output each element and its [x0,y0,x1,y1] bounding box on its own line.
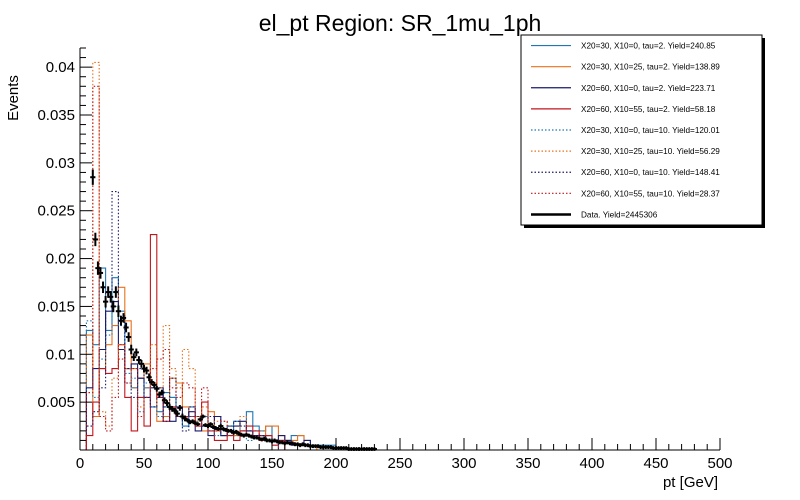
y-tick-label: 0.025 [37,203,75,220]
legend: X20=30, X10=0, tau=2. Yield=240.85 X20=30… [520,34,765,228]
x-tick-label: 100 [195,455,220,472]
y-tick-label: 0.005 [37,394,75,411]
y-tick-label: 0.015 [37,298,75,315]
legend-entry-x20-60-x10-0-tau-2-yield-223-71: X20=60, X10=0, tau=2. Yield=223.71 [581,84,716,93]
y-tick-label: 0.02 [46,251,75,268]
legend-entry-x20-30-x10-25-tau-2-yield-138-89: X20=30, X10=25, tau=2. Yield=138.89 [581,63,720,72]
y-tick-label: 0.035 [37,107,75,124]
data-layer [85,61,377,451]
y-axis-label: Events [5,75,22,121]
legend-entry-x20-30-x10-0-tau-2-yield-240-85: X20=30, X10=0, tau=2. Yield=240.85 [581,42,716,51]
legend-entry-data-yield-2445306: Data. Yield=2445306 [581,210,658,219]
y-tick-label: 0.03 [46,155,75,172]
legend-entry-x20-30-x10-0-tau-10-yield-120-01: X20=30, X10=0, tau=10. Yield=120.01 [581,126,720,135]
x-tick-label: 350 [515,455,540,472]
x-tick-label: 400 [579,455,604,472]
legend-entry-x20-60-x10-55-tau-2-yield-58-18: X20=60, X10=55, tau=2. Yield=58.18 [581,105,716,114]
series-7-histogram [85,85,279,450]
y-tick-label: 0.01 [46,346,75,363]
series-5-histogram [85,61,279,450]
x-tick-label: 500 [707,455,732,472]
legend-entry-x20-60-x10-55-tau-10-yield-28-37: X20=60, X10=55, tau=10. Yield=28.37 [581,189,720,198]
x-tick-label: 50 [136,455,153,472]
x-tick-label: 200 [323,455,348,472]
x-tick-label: 150 [259,455,284,472]
chart-title: el_pt Region: SR_1mu_1ph [259,10,542,36]
legend-entry-x20-60-x10-0-tau-10-yield-148-41: X20=60, X10=0, tau=10. Yield=148.41 [581,168,720,177]
x-tick-label: 300 [451,455,476,472]
axes-layer: 0 50 100 150 200 250 300 350 400 450 500 0.005 0.01 0… [37,47,733,472]
x-axis-label: pt [GeV] [663,474,718,491]
x-tick-label: 0 [76,455,84,472]
legend-entry-x20-30-x10-25-tau-10-yield-56-29: X20=30, X10=25, tau=10. Yield=56.29 [581,147,720,156]
y-tick-label: 0.04 [46,59,75,76]
x-tick-label: 450 [643,455,668,472]
series-6-histogram [85,191,279,450]
x-tick-label: 250 [387,455,412,472]
